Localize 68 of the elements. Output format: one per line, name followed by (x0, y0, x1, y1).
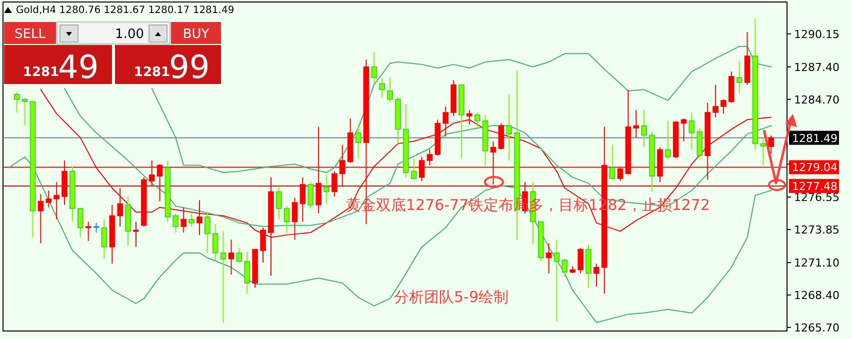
annotation: 1281 (134, 65, 170, 80)
candlestick (180, 206, 187, 234)
candlestick (228, 239, 234, 276)
candlestick (46, 190, 52, 208)
candlestick (220, 230, 226, 324)
annotation: 49 (58, 48, 99, 86)
candlestick (379, 77, 385, 99)
candlestick (578, 248, 584, 274)
candlestick (633, 110, 640, 138)
candlestick (554, 239, 560, 322)
candlestick (22, 98, 28, 126)
candlestick (665, 120, 671, 160)
candlestick (78, 208, 84, 238)
candlestick (308, 182, 314, 210)
ref-line-label: 1281.49 (792, 132, 838, 145)
candlestick (172, 212, 179, 234)
candlestick (609, 144, 616, 180)
candlestick (244, 251, 250, 294)
candlestick (760, 137, 766, 166)
candlestick (93, 222, 100, 234)
candlestick (276, 186, 282, 220)
chart-title: Gold,H4 1280.76 1281.67 1280.17 1281.49 (16, 5, 234, 16)
candlestick (387, 77, 393, 102)
candlestick (101, 218, 108, 260)
candlestick (594, 263, 600, 288)
candlestick (85, 221, 92, 242)
candlestick (133, 221, 139, 248)
y-tick-label: 1284.70 (794, 93, 840, 106)
ref-line-label: 1277.48 (792, 180, 838, 193)
candlestick (410, 158, 417, 180)
candlestick (371, 52, 378, 86)
candlestick (212, 224, 218, 261)
candlestick (204, 212, 210, 254)
candlestick (546, 242, 552, 274)
y-tick-label: 1265.70 (794, 321, 840, 334)
candlestick (562, 258, 568, 278)
annotation: BUY (182, 27, 210, 42)
annotation: SELL (14, 27, 46, 42)
y-tick-label: 1268.40 (794, 288, 840, 302)
annotation: 1281 (22, 65, 60, 80)
candlestick (498, 122, 504, 150)
candlestick (188, 212, 194, 228)
candlestick (736, 60, 742, 94)
candlestick (466, 110, 472, 125)
candlestick (236, 248, 242, 264)
candlestick (284, 206, 290, 234)
candlestick (720, 98, 726, 114)
candlestick (641, 110, 647, 148)
annotation: 99 (169, 48, 210, 86)
candlestick (712, 84, 718, 118)
candlestick (355, 124, 362, 159)
y-tick-label: 1287.40 (794, 60, 840, 74)
annotation: 分析团队5-9绘制 (394, 288, 508, 306)
candlestick (442, 106, 449, 137)
ref-line-label: 1279.04 (792, 161, 838, 174)
candlestick (14, 92, 20, 113)
candlestick (196, 200, 202, 236)
candlestick (688, 112, 695, 150)
candlestick (768, 135, 774, 154)
candlestick (38, 194, 44, 244)
y-tick-label: 1276.55 (794, 191, 840, 204)
candlestick (324, 174, 330, 204)
annotation: 1.00 (115, 27, 144, 42)
y-tick-label: 1273.85 (794, 224, 840, 237)
y-tick-label: 1290.15 (794, 28, 840, 41)
candlestick (506, 94, 512, 161)
candlestick (474, 112, 480, 130)
y-tick-label: 1271.10 (794, 256, 840, 270)
